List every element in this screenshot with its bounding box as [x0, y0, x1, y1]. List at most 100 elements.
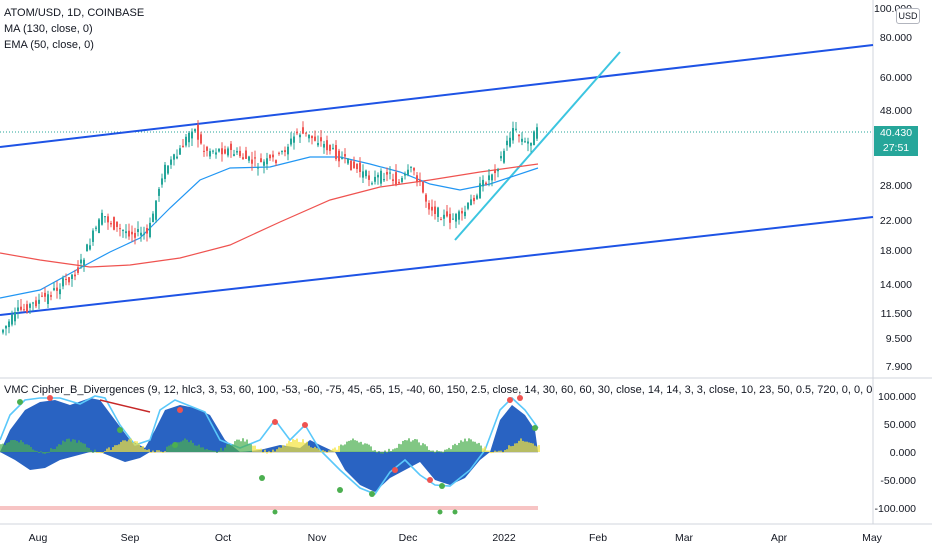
- money-flow-wave-left-low: [0, 452, 150, 470]
- stoch-bar: [440, 451, 442, 453]
- candle-body: [464, 211, 466, 217]
- stoch-bar: [118, 444, 120, 452]
- candle-body: [536, 127, 538, 139]
- candle-body: [509, 137, 511, 147]
- stoch-bar: [188, 442, 190, 452]
- stoch-bar: [364, 443, 366, 452]
- candle-body: [335, 145, 337, 160]
- money-flow-wave-upper: [0, 398, 335, 452]
- stoch-bar: [490, 452, 492, 454]
- stoch-bar: [346, 441, 348, 452]
- stoch-bar: [436, 450, 438, 452]
- stoch-bar: [368, 444, 370, 452]
- stoch-bar: [396, 447, 398, 452]
- stoch-bar: [106, 448, 108, 452]
- stoch-bar: [138, 443, 140, 452]
- stoch-bar: [14, 440, 16, 452]
- stoch-bar: [162, 452, 164, 453]
- currency-button[interactable]: USD: [896, 8, 920, 24]
- candle-body: [290, 138, 292, 145]
- sell-dot: [507, 397, 513, 403]
- candle-body: [134, 232, 136, 238]
- candle-body: [353, 161, 355, 168]
- candle-body: [494, 169, 496, 174]
- stoch-bar: [44, 452, 46, 454]
- stoch-bar: [200, 447, 202, 452]
- symbol-legend[interactable]: ATOM/USD, 1D, COINBASE: [4, 7, 145, 19]
- candle-body: [77, 267, 79, 273]
- stoch-bar: [306, 441, 308, 452]
- candle-body: [392, 179, 394, 181]
- stoch-bar: [252, 445, 254, 452]
- stoch-bar: [90, 450, 92, 452]
- stoch-bar: [460, 440, 462, 452]
- candle-body: [230, 143, 232, 151]
- stoch-bar: [492, 452, 494, 454]
- stoch-bar: [148, 449, 150, 452]
- candle-body: [170, 159, 172, 165]
- buy-dot: [259, 475, 265, 481]
- stoch-bar: [58, 444, 60, 452]
- stoch-bar: [278, 447, 280, 452]
- candle-body: [323, 143, 325, 148]
- stoch-bar: [228, 444, 230, 452]
- stoch-bar: [6, 443, 8, 452]
- candle-body: [431, 206, 433, 211]
- stoch-bar: [426, 446, 428, 452]
- stoch-bar: [214, 450, 216, 452]
- stoch-bar: [250, 444, 252, 452]
- candle-body: [413, 167, 415, 171]
- stoch-bar: [34, 450, 36, 452]
- candle-body: [362, 171, 364, 178]
- stoch-bar: [326, 452, 328, 453]
- stoch-bar: [178, 442, 180, 452]
- time-tick-label: May: [862, 532, 883, 544]
- signal-dot: [452, 509, 458, 515]
- candle-body: [332, 147, 334, 149]
- candle-body: [131, 231, 133, 235]
- stoch-bar: [76, 442, 78, 452]
- ma-legend[interactable]: MA (130, close, 0): [4, 23, 93, 35]
- candle-body: [2, 329, 4, 333]
- stoch-bar: [406, 440, 408, 452]
- stoch-bar: [380, 452, 382, 454]
- price-tick-label: 48.000: [880, 105, 912, 117]
- stoch-bar: [66, 438, 68, 452]
- candle-body: [146, 228, 148, 234]
- candle-body: [233, 154, 235, 156]
- candle-body: [461, 211, 463, 214]
- candle-body: [530, 142, 532, 146]
- candle-body: [299, 134, 301, 138]
- oscillator-title[interactable]: VMC Cipher_B_Divergences (9, 12, hlc3, 3…: [4, 384, 872, 396]
- stoch-bar: [472, 441, 474, 452]
- stoch-bar: [386, 452, 388, 453]
- buy-dot: [439, 483, 445, 489]
- osc-tick-label: 100.000: [878, 391, 916, 403]
- candle-body: [341, 158, 343, 160]
- candle-body: [515, 128, 517, 130]
- candle-body: [404, 173, 406, 176]
- candle-body: [128, 230, 130, 237]
- candle-body: [47, 294, 49, 304]
- stoch-bar: [260, 448, 262, 452]
- stoch-bar: [414, 439, 416, 452]
- buy-dot: [337, 487, 343, 493]
- ema-legend[interactable]: EMA (50, close, 0): [4, 39, 94, 51]
- stoch-bar: [504, 450, 506, 452]
- stoch-bar: [116, 445, 118, 452]
- stoch-bar: [534, 445, 536, 452]
- money-flow-wave-lower: [335, 452, 490, 492]
- stoch-bar: [494, 450, 496, 452]
- stoch-bar: [208, 449, 210, 452]
- stoch-bar: [378, 451, 380, 453]
- stoch-bar: [274, 451, 276, 453]
- stoch-bar: [100, 452, 102, 454]
- stoch-bar: [280, 447, 282, 452]
- stoch-bar: [204, 449, 206, 452]
- stoch-bar: [38, 452, 40, 453]
- stoch-bar: [192, 442, 194, 452]
- stoch-bar: [508, 445, 510, 452]
- stoch-bar: [332, 448, 334, 452]
